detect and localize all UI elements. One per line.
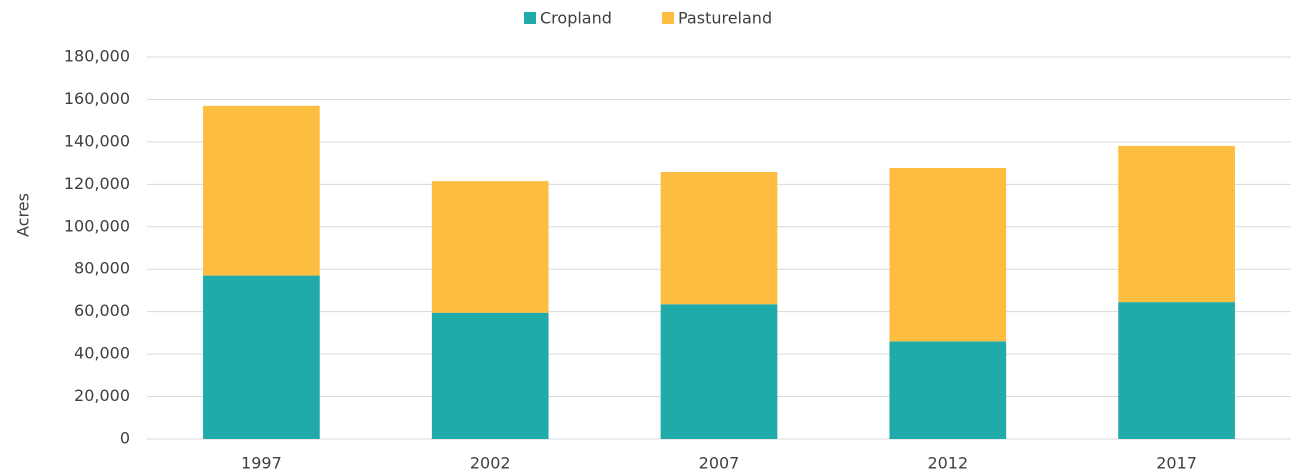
legend-swatch xyxy=(524,12,536,24)
bar-segment xyxy=(203,105,320,276)
y-tick-label: 180,000 xyxy=(64,47,130,66)
legend-label: Cropland xyxy=(540,9,612,28)
y-tick-label: 80,000 xyxy=(74,259,130,278)
x-tick-label: 2002 xyxy=(470,454,511,473)
legend-label: Pastureland xyxy=(678,9,772,28)
legend-swatch xyxy=(662,12,674,24)
y-tick-label: 100,000 xyxy=(64,216,130,235)
x-tick-label: 2012 xyxy=(927,454,968,473)
x-tick-label: 2007 xyxy=(699,454,740,473)
bar-segment xyxy=(889,341,1007,439)
y-tick-label: 0 xyxy=(120,429,130,448)
y-tick-label: 120,000 xyxy=(64,174,130,193)
bar-segment xyxy=(660,304,778,439)
y-tick-label: 160,000 xyxy=(64,89,130,108)
y-tick-label: 40,000 xyxy=(74,344,130,363)
bar-segment xyxy=(1118,145,1235,303)
bar-segment xyxy=(889,167,1007,342)
bar-segment xyxy=(1118,302,1235,439)
y-tick-label: 140,000 xyxy=(64,131,130,150)
bar-segment xyxy=(431,181,549,313)
bar-segment xyxy=(660,172,778,305)
x-tick-label: 1997 xyxy=(241,454,282,473)
bar-segment xyxy=(203,275,320,439)
x-tick-label: 2017 xyxy=(1156,454,1197,473)
y-axis-label: Acres xyxy=(14,193,33,237)
y-tick-label: 20,000 xyxy=(74,386,130,405)
y-tick-label: 60,000 xyxy=(74,301,130,320)
bar-segment xyxy=(431,312,549,439)
